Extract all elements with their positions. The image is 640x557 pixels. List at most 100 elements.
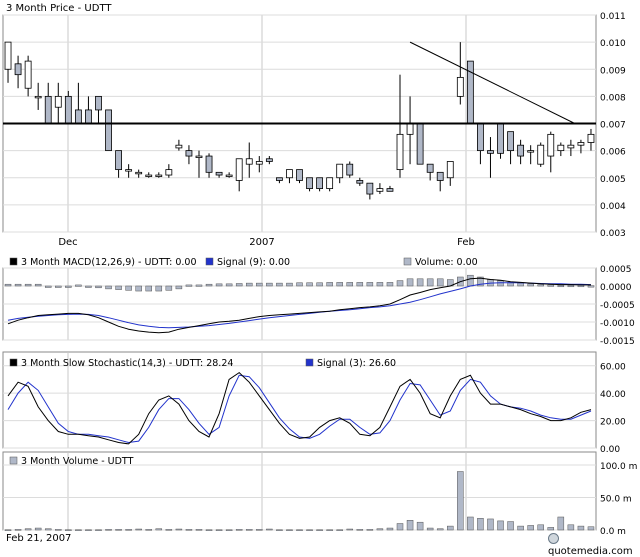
macd-histogram-bar [577,285,585,288]
macd-histogram-bar [406,278,414,287]
candle [215,171,223,176]
stoch-y-tick: 40.00 [600,390,626,400]
volume-bar [426,527,434,531]
macd-histogram-bar [346,282,354,287]
volume-bar [135,528,142,531]
volume-bar [517,525,524,531]
macd-histogram-bar [235,283,243,287]
macd-histogram-bar [115,285,122,290]
stochastic-panel: 3 Month Slow Stochastic(14,3) - UDTT: 28… [2,351,626,455]
macd-histogram-bar [185,284,193,287]
volume-bar [316,529,323,531]
macd-histogram-bar [245,282,253,287]
volume-bar [436,528,444,531]
macd-histogram-bar [386,282,394,287]
volume-bar [306,529,313,531]
candle [497,123,504,154]
macd-histogram-bar [416,278,424,287]
macd-y-tick: -0.0010 [600,319,635,329]
price-y-tick: 0.010 [600,39,626,49]
volume-bar [125,529,132,531]
price-y-tick: 0.005 [600,175,626,185]
macd-histogram-bar [557,285,565,288]
volume-bar [155,528,163,531]
volume-y-tick: 100.0 m [600,462,637,472]
candle [235,158,243,181]
candle [356,180,364,184]
quotemedia-link[interactable]: quotemedia.com [548,533,640,557]
volume-bar [256,529,263,531]
brand-label: quotemedia.com [548,546,633,557]
macd-histogram-bar [356,282,364,287]
volume-bar [477,518,484,531]
volume-bar [396,523,404,531]
price-y-tick: 0.007 [600,121,626,131]
candle [64,95,72,124]
volume-bar [386,527,394,531]
macd-histogram-bar [155,285,163,292]
volume-bar [567,524,575,531]
candle [145,174,153,177]
legend-swatch [403,257,412,266]
price-y-tick: 0.004 [600,202,626,212]
volume-bar [14,529,22,531]
candle [205,155,213,173]
volume-bar [326,529,333,531]
candle [537,144,545,165]
candle [85,109,92,124]
candle [446,161,454,179]
volume-bar [225,529,233,531]
stoch-line [7,371,592,445]
candle [125,169,133,172]
volume-bar [55,529,62,531]
price-y-tick: 0.003 [600,229,626,239]
candle [95,95,102,111]
volume-bar [195,529,203,531]
stoch-y-tick: 60.00 [600,363,626,373]
candle [245,158,253,165]
macd-histogram-bar [105,285,112,290]
volume-bar [497,520,504,531]
legend-label: 3 Month MACD(12,26,9) - UDTT: 0.00 [21,257,197,268]
legend-swatch [9,257,18,266]
candle [34,95,42,99]
macd-histogram-bar [44,285,52,288]
candle [477,123,484,152]
candle [547,133,555,157]
macd-histogram-bar [215,283,223,287]
macd-histogram-bar [256,282,263,287]
legend-swatch [9,456,18,465]
candle [44,95,52,124]
candle [275,177,283,181]
legend-label: 3 Month Slow Stochastic(14,3) - UDTT: 28… [21,358,233,369]
price-y-tick: 0.008 [600,93,626,103]
macd-histogram-bar [286,282,293,287]
volume-bar [235,529,243,531]
candle [54,95,62,108]
volume-bar [44,528,52,531]
macd-y-tick: 0.0005 [600,265,632,275]
macd-y-tick: -0.0015 [600,337,635,347]
candle [336,163,344,179]
price-chart-title: 3 Month Price - UDTT [6,3,112,14]
macd-histogram-bar [326,282,333,287]
candle [255,161,263,165]
price-y-tick: 0.009 [600,66,626,76]
macd-histogram-bar [396,280,404,287]
candle [346,163,354,176]
macd-histogram-bar [34,283,42,287]
price-y-tick: 0.011 [600,12,626,22]
volume-bar [376,528,384,531]
candle [557,144,565,152]
macd-histogram-bar [537,284,544,287]
legend-swatch [305,358,314,367]
stoch-signal-line [7,374,592,444]
candle [436,171,444,181]
volume-bar [34,527,42,531]
candle [396,133,404,171]
candle [24,60,32,89]
volume-y-tick: 0.0 m [600,527,626,537]
volume-bar [547,527,555,531]
candle [426,163,434,173]
volume-bar [165,529,173,531]
